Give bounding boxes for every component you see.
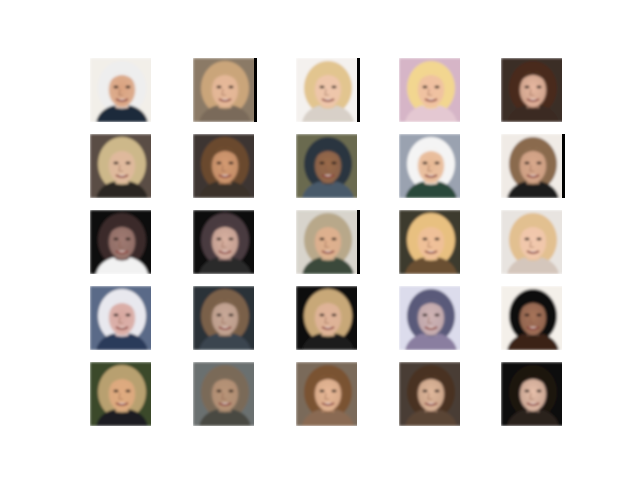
face-image (296, 362, 360, 426)
face-tile (501, 210, 565, 274)
tile-edge (254, 286, 257, 350)
tile-edge (357, 210, 360, 274)
face-image (296, 58, 360, 122)
face-tile (90, 210, 154, 274)
tile-edge (151, 362, 154, 426)
face-image (399, 286, 463, 350)
tile-edge (460, 58, 463, 122)
face-image (399, 134, 463, 198)
face-tile (296, 134, 360, 198)
face-image (193, 58, 257, 122)
face-image (501, 286, 565, 350)
face-image (501, 362, 565, 426)
face-image (399, 58, 463, 122)
face-image (90, 362, 154, 426)
face-tile (399, 362, 463, 426)
face-tile (193, 286, 257, 350)
tile-edge (357, 362, 360, 426)
face-image (193, 362, 257, 426)
face-image (296, 210, 360, 274)
tile-edge (562, 58, 565, 122)
face-image (193, 286, 257, 350)
face-image (193, 210, 257, 274)
tile-edge (460, 210, 463, 274)
face-tile (399, 286, 463, 350)
face-tile (296, 58, 360, 122)
face-image (296, 134, 360, 198)
face-tile (296, 210, 360, 274)
face-tile (399, 58, 463, 122)
tile-edge (460, 286, 463, 350)
tile-edge (357, 58, 360, 122)
face-tile (90, 58, 154, 122)
face-image (193, 134, 257, 198)
face-tile (193, 210, 257, 274)
face-tile (399, 134, 463, 198)
face-image (501, 210, 565, 274)
face-tile (193, 58, 257, 122)
face-tile (193, 134, 257, 198)
tile-edge (460, 134, 463, 198)
tile-edge (151, 210, 154, 274)
tile-edge (254, 210, 257, 274)
face-image (399, 210, 463, 274)
face-tile (399, 210, 463, 274)
tile-edge (151, 286, 154, 350)
face-tile (90, 134, 154, 198)
tile-edge (254, 58, 257, 122)
tile-edge (151, 58, 154, 122)
face-tile (501, 134, 565, 198)
face-tile (296, 362, 360, 426)
face-image (399, 362, 463, 426)
face-image (501, 58, 565, 122)
tile-edge (562, 134, 565, 198)
tile-edge (562, 362, 565, 426)
face-tile (501, 362, 565, 426)
tile-edge (562, 286, 565, 350)
tile-edge (460, 362, 463, 426)
tile-edge (254, 134, 257, 198)
face-tile (90, 286, 154, 350)
face-tile (296, 286, 360, 350)
face-tile (193, 362, 257, 426)
tile-edge (151, 134, 154, 198)
face-image (296, 286, 360, 350)
face-tile (90, 362, 154, 426)
tile-edge (357, 286, 360, 350)
face-tile (501, 58, 565, 122)
face-image (90, 134, 154, 198)
face-image (501, 134, 565, 198)
face-image (90, 210, 154, 274)
tile-edge (562, 210, 565, 274)
tile-edge (357, 134, 360, 198)
face-image (90, 58, 154, 122)
face-image (90, 286, 154, 350)
face-tile (501, 286, 565, 350)
tile-edge (254, 362, 257, 426)
